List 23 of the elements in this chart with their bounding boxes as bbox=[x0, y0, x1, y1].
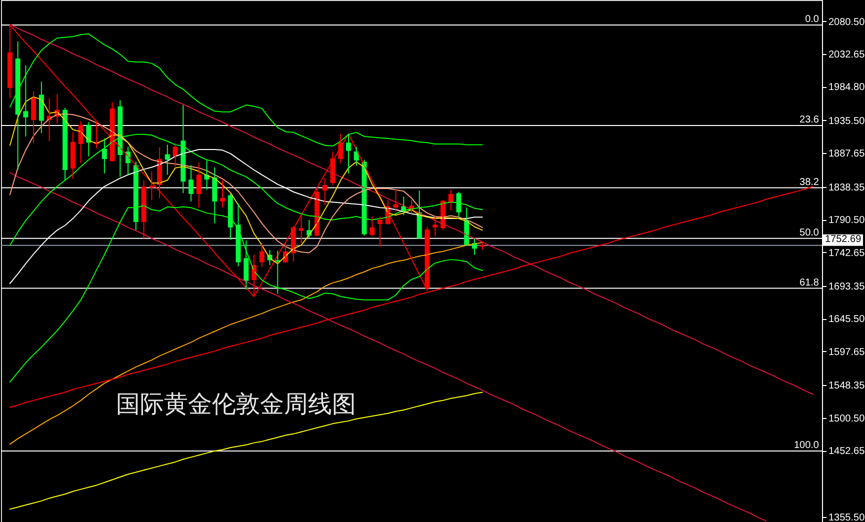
y-tick-label: 2080.50 bbox=[828, 16, 865, 28]
annotation: 38.2 bbox=[800, 176, 820, 188]
ref-line-label: 1752.69 bbox=[825, 234, 862, 245]
y-tick-label: 1790.50 bbox=[828, 215, 865, 226]
y-tick-label: 1597.65 bbox=[828, 346, 865, 358]
annotation: 23.6 bbox=[800, 114, 820, 126]
y-tick-label: 1645.50 bbox=[828, 314, 865, 326]
y-tick-label: 1887.65 bbox=[828, 148, 865, 160]
y-tick-label: 1838.35 bbox=[828, 182, 865, 194]
y-tick-label: 1500.50 bbox=[828, 413, 865, 424]
y-tick-label: 1548.35 bbox=[828, 380, 865, 392]
y-tick-label: 1452.65 bbox=[828, 446, 865, 458]
annotation: 61.8 bbox=[800, 277, 820, 288]
y-tick-label: 1935.50 bbox=[828, 116, 865, 127]
annotation: 50.0 bbox=[800, 227, 820, 238]
y-tick-label: 2032.65 bbox=[828, 49, 865, 60]
y-tick-label: 1984.80 bbox=[828, 82, 865, 94]
y-tick-label: 1693.35 bbox=[828, 281, 865, 292]
annotation: 100.0 bbox=[794, 440, 820, 452]
annotation: 0.0 bbox=[805, 14, 820, 26]
text: 国际黄金伦敦金周线图 bbox=[116, 390, 356, 418]
y-tick-label: 1355.50 bbox=[828, 512, 865, 522]
y-tick-label: 1742.65 bbox=[828, 248, 865, 259]
